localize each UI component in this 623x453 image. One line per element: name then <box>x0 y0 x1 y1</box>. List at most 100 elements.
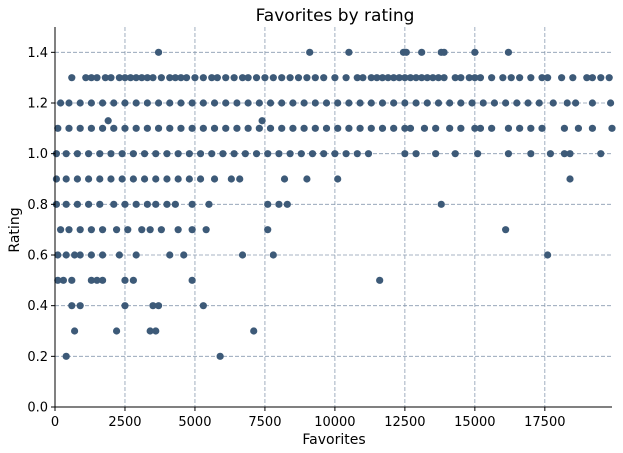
data-point <box>488 124 496 132</box>
data-point <box>98 124 107 132</box>
data-point <box>154 99 163 107</box>
data-point <box>471 124 479 132</box>
data-point <box>538 124 546 132</box>
data-point <box>84 200 93 208</box>
data-point <box>210 175 219 183</box>
tick-labels: 0 2500 5000 7500 10000 12500 15000 17500 0.0 0.2 0… <box>27 46 565 430</box>
data-point <box>149 302 157 310</box>
data-point <box>264 150 272 158</box>
data-point <box>76 302 84 310</box>
data-point <box>70 327 79 335</box>
data-point <box>132 200 140 208</box>
data-point <box>384 74 392 82</box>
data-point <box>62 175 70 183</box>
data-point <box>199 302 207 310</box>
data-point <box>152 175 160 183</box>
chart-title: Favorites by rating <box>256 6 415 26</box>
data-point <box>412 99 420 107</box>
data-point <box>334 99 342 107</box>
data-point <box>126 74 135 82</box>
data-point <box>499 74 507 82</box>
data-point <box>205 200 213 208</box>
data-point <box>143 200 151 208</box>
data-point <box>98 276 107 284</box>
data-point <box>504 48 513 56</box>
data-point <box>278 74 286 82</box>
data-point <box>504 150 513 158</box>
data-point <box>98 99 107 107</box>
data-point <box>238 251 247 259</box>
data-point <box>73 200 81 208</box>
y-tick-label: 0.0 <box>27 401 48 416</box>
data-point <box>342 150 350 158</box>
y-tick-label: 0.4 <box>27 299 48 314</box>
data-point <box>255 99 263 107</box>
data-point <box>121 99 129 107</box>
data-point <box>65 226 73 234</box>
data-point <box>434 74 443 82</box>
data-point <box>82 74 90 82</box>
data-point <box>560 124 569 132</box>
data-point <box>241 150 249 158</box>
data-point <box>412 150 420 158</box>
data-point <box>188 124 196 132</box>
data-point <box>143 99 151 107</box>
data-point <box>112 226 121 234</box>
data-point <box>121 276 129 284</box>
data-point <box>177 74 185 82</box>
data-point <box>163 175 171 183</box>
data-point <box>56 99 65 107</box>
data-point <box>233 99 241 107</box>
data-point <box>177 99 185 107</box>
data-point <box>185 150 193 158</box>
data-point <box>266 124 275 132</box>
data-point <box>378 124 387 132</box>
data-point <box>154 302 163 310</box>
data-point <box>96 150 104 158</box>
data-point <box>356 124 364 132</box>
x-tick-label: 12500 <box>384 415 425 430</box>
data-point <box>154 48 163 56</box>
data-point <box>345 124 353 132</box>
data-point <box>121 302 129 310</box>
data-point <box>112 327 121 335</box>
data-point <box>54 124 62 132</box>
data-point <box>608 124 616 132</box>
data-point <box>230 74 238 82</box>
data-point <box>468 99 476 107</box>
data-point <box>171 74 179 82</box>
data-point <box>311 99 319 107</box>
data-point <box>359 74 367 82</box>
data-point <box>110 99 118 107</box>
data-point <box>76 226 84 234</box>
data-point <box>345 48 353 56</box>
data-point <box>373 74 381 82</box>
data-point <box>132 99 140 107</box>
data-point <box>174 175 182 183</box>
data-point <box>280 175 289 183</box>
data-point <box>233 124 241 132</box>
data-point <box>163 150 171 158</box>
data-point <box>157 226 165 234</box>
data-point <box>132 251 140 259</box>
data-point <box>65 124 73 132</box>
grid-lines <box>55 27 612 407</box>
data-point <box>588 99 597 107</box>
data-point <box>401 74 409 82</box>
data-point <box>538 74 546 82</box>
x-tick-label: 5000 <box>178 415 211 430</box>
data-point <box>294 74 303 82</box>
data-point <box>152 327 160 335</box>
data-point <box>311 74 319 82</box>
data-point <box>457 124 465 132</box>
data-point <box>516 74 524 82</box>
data-point <box>479 99 487 107</box>
data-point <box>84 150 93 158</box>
data-point <box>238 74 247 82</box>
data-point <box>138 74 146 82</box>
y-tick-label: 1.4 <box>27 46 48 61</box>
data-point <box>230 150 238 158</box>
data-point <box>166 99 174 107</box>
data-point <box>65 99 73 107</box>
